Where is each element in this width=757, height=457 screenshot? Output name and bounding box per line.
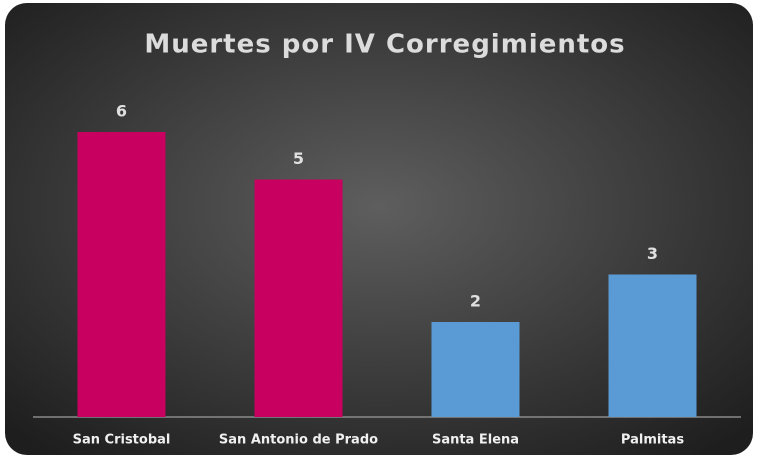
value-label: 5: [293, 149, 304, 168]
bar: [431, 322, 520, 417]
bar: [254, 179, 343, 417]
value-label: 6: [116, 102, 127, 121]
value-label: 2: [470, 292, 481, 311]
bar: [77, 132, 166, 417]
chart-title: Muertes por IV Corregimientos: [144, 30, 625, 60]
x-tick-label: San Antonio de Prado: [219, 433, 378, 448]
x-tick-label: Santa Elena: [432, 433, 519, 448]
value-label: 3: [647, 244, 658, 263]
chart-background: [5, 3, 753, 455]
bar: [608, 274, 697, 417]
x-tick-label: San Cristobal: [73, 433, 171, 448]
x-tick-label: Palmitas: [621, 433, 684, 448]
